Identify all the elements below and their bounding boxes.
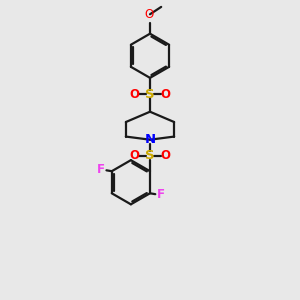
Text: S: S (145, 149, 155, 162)
Text: O: O (130, 88, 140, 100)
Text: O: O (160, 88, 170, 100)
Text: F: F (157, 188, 164, 201)
Text: N: N (144, 133, 156, 146)
Text: F: F (97, 163, 105, 176)
Text: O: O (130, 149, 140, 162)
Text: S: S (145, 88, 155, 100)
Text: O: O (160, 149, 170, 162)
Text: O: O (145, 8, 154, 21)
